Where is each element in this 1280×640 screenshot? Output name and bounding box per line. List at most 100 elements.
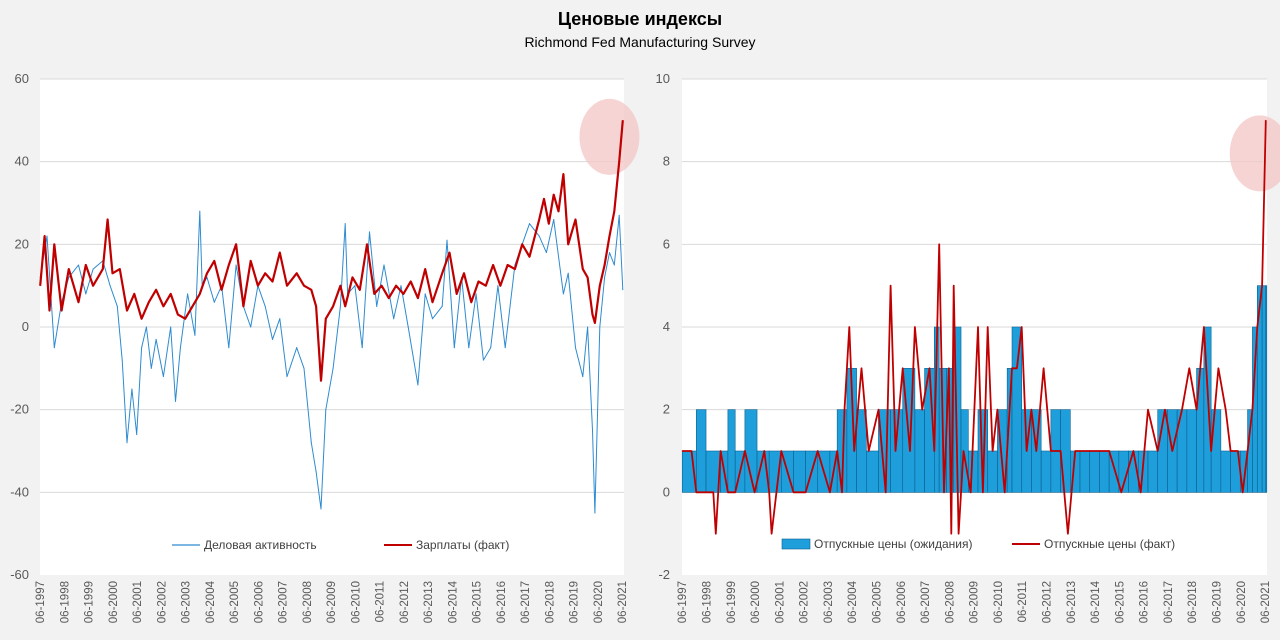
data-point	[315, 471, 317, 473]
x-tick-label: 06-2001	[132, 581, 144, 623]
bar	[1220, 450, 1231, 493]
data-point	[528, 256, 530, 258]
data-point	[567, 272, 569, 274]
series-points-1	[681, 119, 1267, 535]
data-point	[608, 235, 610, 237]
series-line-1	[39, 120, 624, 382]
bar	[1261, 285, 1267, 493]
data-point	[286, 285, 288, 287]
data-point	[424, 293, 426, 295]
data-point	[228, 264, 230, 266]
data-point	[354, 285, 356, 287]
data-point	[250, 326, 252, 328]
bar	[1011, 326, 1023, 493]
data-point	[78, 301, 80, 303]
bar	[1147, 450, 1159, 493]
y-tick-label: 10	[656, 71, 670, 86]
data-point	[562, 173, 564, 175]
y-tick-label: -40	[10, 484, 29, 499]
data-point	[490, 347, 492, 349]
data-point	[1251, 409, 1253, 411]
left-chart-wages: -60 -40 -20 0 20 40 60 06-1997 06-1998 06-1999 06-…	[10, 71, 640, 623]
data-point	[482, 359, 484, 361]
data-point	[1084, 450, 1086, 452]
y-tick-label: 60	[15, 71, 29, 86]
data-point	[448, 252, 450, 254]
data-point	[136, 433, 138, 435]
data-point	[235, 243, 237, 245]
data-point	[351, 276, 353, 278]
data-point	[567, 243, 569, 245]
data-point	[497, 285, 499, 287]
data-point	[478, 281, 480, 283]
data-point	[407, 326, 409, 328]
data-point	[948, 367, 950, 369]
data-point	[376, 305, 378, 307]
x-tick-label: 06-2004	[205, 580, 217, 623]
data-point	[928, 367, 930, 369]
data-point	[199, 210, 201, 212]
y-tick-label: 0	[663, 484, 670, 499]
x-tick-label: 06-2012	[1042, 581, 1054, 623]
data-point	[744, 450, 746, 452]
data-point	[953, 285, 955, 287]
bar	[866, 450, 879, 493]
x-tick-label: 06-2010	[993, 581, 1005, 623]
x-tick-label: 06-2018	[544, 581, 556, 623]
data-point	[853, 450, 855, 452]
data-point	[61, 309, 63, 311]
data-point	[587, 326, 589, 328]
data-point	[116, 305, 118, 307]
data-point	[618, 214, 620, 216]
data-point	[1035, 450, 1037, 452]
x-tick-label: 06-2007	[278, 581, 290, 623]
data-point	[613, 264, 615, 266]
data-point	[613, 210, 615, 212]
data-point	[48, 309, 50, 311]
data-point	[250, 260, 252, 262]
data-point	[591, 429, 593, 431]
data-point	[44, 235, 46, 237]
data-point	[591, 314, 593, 316]
data-point	[446, 239, 448, 241]
data-point	[102, 268, 104, 270]
data-point	[359, 289, 361, 291]
data-point	[111, 272, 113, 274]
data-point	[126, 442, 128, 444]
data-point	[46, 235, 48, 237]
data-point	[950, 533, 952, 535]
data-point	[141, 347, 143, 349]
data-point	[1210, 450, 1212, 452]
data-point	[841, 491, 843, 493]
data-point	[468, 347, 470, 349]
data-point	[1132, 450, 1134, 452]
data-point	[1225, 409, 1227, 411]
data-point	[548, 223, 550, 225]
data-point	[339, 305, 341, 307]
x-tick-label: 06-2008	[302, 581, 314, 623]
data-point	[1247, 450, 1249, 452]
data-point	[582, 268, 584, 270]
data-point	[727, 491, 729, 493]
data-point	[400, 285, 402, 287]
data-point	[1060, 450, 1062, 452]
bar	[1089, 450, 1100, 493]
data-point	[1021, 326, 1023, 328]
data-point	[194, 334, 196, 336]
x-tick-label: 06-1998	[59, 581, 71, 623]
x-tick-label: 06-2005	[229, 581, 241, 623]
bar	[1099, 450, 1110, 493]
data-point	[792, 491, 794, 493]
highlight-circle	[579, 98, 640, 175]
x-tick-label: 06-2012	[399, 581, 411, 623]
data-point	[133, 293, 135, 295]
data-point	[608, 252, 610, 254]
y-tick-label: 20	[15, 236, 29, 251]
data-point	[1157, 450, 1159, 452]
data-point	[170, 326, 172, 328]
chart-header: Ценовые индексы Richmond Fed Manufacturi…	[0, 8, 1280, 52]
x-tick-label: 06-2013	[423, 581, 435, 623]
data-point	[1265, 119, 1267, 121]
data-point	[1188, 367, 1190, 369]
data-point	[271, 338, 273, 340]
